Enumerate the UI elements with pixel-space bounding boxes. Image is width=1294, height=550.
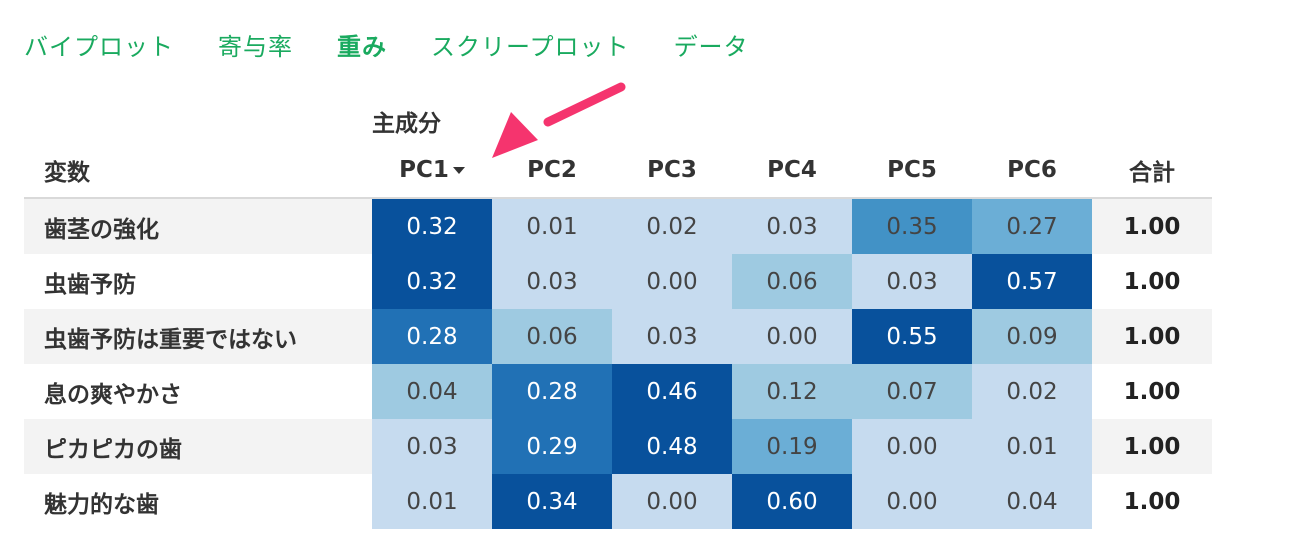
principal-component-group-header: 主成分 bbox=[372, 111, 441, 137]
sort-descending-icon bbox=[452, 166, 465, 174]
total-cell: 1.00 bbox=[1092, 419, 1212, 474]
weight-cell-pc2: 0.29 bbox=[492, 419, 612, 474]
weight-cell-pc3: 0.02 bbox=[612, 198, 732, 254]
total-column-header[interactable]: 合計 bbox=[1092, 142, 1212, 199]
tab-weights[interactable]: 重み bbox=[337, 32, 387, 61]
weight-cell-pc5: 0.55 bbox=[852, 309, 972, 364]
weight-cell-pc6: 0.04 bbox=[972, 474, 1092, 529]
tab-bar: バイプロット 寄与率 重み スクリープロット データ bbox=[24, 24, 793, 64]
column-header-label: PC4 bbox=[767, 156, 817, 183]
weight-cell-pc4: 0.12 bbox=[732, 364, 852, 419]
column-header-label: PC6 bbox=[1007, 156, 1057, 183]
weight-cell-pc2: 0.28 bbox=[492, 364, 612, 419]
table-row: 虫歯予防は重要ではない 0.28 0.06 0.03 0.00 0.55 0.09 1.00 bbox=[24, 309, 1212, 364]
weight-cell-pc2: 0.01 bbox=[492, 198, 612, 254]
table-row: 魅力的な歯 0.01 0.34 0.00 0.60 0.00 0.04 1.00 bbox=[24, 474, 1212, 529]
weight-cell-pc1: 0.03 bbox=[372, 419, 492, 474]
header-row: 変数 PC1 PC2 PC3 PC4 PC5 PC6 合計 bbox=[24, 142, 1212, 199]
total-cell: 1.00 bbox=[1123, 268, 1181, 295]
total-cell: 1.00 bbox=[1092, 309, 1212, 364]
weight-cell-pc1: 0.28 bbox=[372, 309, 492, 364]
variable-name: 魅力的な歯 bbox=[44, 491, 159, 518]
column-header-pc2[interactable]: PC2 bbox=[492, 142, 612, 199]
total-cell: 1.00 bbox=[1092, 198, 1212, 254]
column-header-pc1[interactable]: PC1 bbox=[372, 142, 492, 199]
column-header-label: PC1 bbox=[399, 156, 449, 183]
tab-contribution[interactable]: 寄与率 bbox=[218, 32, 293, 61]
variable-name: 虫歯予防は重要ではない bbox=[24, 309, 372, 364]
weight-cell-pc6: 0.02 bbox=[972, 364, 1092, 419]
weight-cell-pc6: 0.09 bbox=[972, 309, 1092, 364]
column-header-pc3[interactable]: PC3 bbox=[612, 142, 732, 199]
column-header-pc6[interactable]: PC6 bbox=[972, 142, 1092, 199]
weight-cell-pc2: 0.03 bbox=[492, 254, 612, 309]
weight-cell-pc5: 0.00 bbox=[852, 419, 972, 474]
table-body: 歯茎の強化 0.32 0.01 0.02 0.03 0.35 0.27 1.00 虫歯予防 0.3… bbox=[24, 198, 1212, 529]
annotation-arrow-line bbox=[543, 82, 626, 127]
weight-cell-pc1: 0.32 bbox=[372, 254, 492, 309]
weight-cell-pc3: 0.48 bbox=[612, 419, 732, 474]
column-header-pc4[interactable]: PC4 bbox=[732, 142, 852, 199]
total-cell: 1.00 bbox=[1123, 378, 1181, 405]
weight-cell-pc6: 0.57 bbox=[972, 254, 1092, 309]
tab-data[interactable]: データ bbox=[673, 32, 749, 61]
weight-cell-pc2: 0.34 bbox=[492, 474, 612, 529]
weight-cell-pc3: 0.03 bbox=[612, 309, 732, 364]
weight-cell-pc5: 0.07 bbox=[852, 364, 972, 419]
weight-cell-pc1: 0.04 bbox=[372, 364, 492, 419]
table-row: ピカピカの歯 0.03 0.29 0.48 0.19 0.00 0.01 1.00 bbox=[24, 419, 1212, 474]
table-row: 虫歯予防 0.32 0.03 0.00 0.06 0.03 0.57 1.00 bbox=[24, 254, 1212, 309]
weight-cell-pc6: 0.27 bbox=[972, 198, 1092, 254]
weights-table: 変数 PC1 PC2 PC3 PC4 PC5 PC6 合計 歯茎の強化 0.32 0… bbox=[24, 142, 1212, 529]
total-cell: 1.00 bbox=[1123, 488, 1181, 515]
column-header-label: PC3 bbox=[647, 156, 697, 183]
weight-cell-pc3: 0.00 bbox=[612, 474, 732, 529]
tab-biplot[interactable]: バイプロット bbox=[24, 32, 174, 61]
weight-cell-pc5: 0.00 bbox=[852, 474, 972, 529]
weight-cell-pc5: 0.35 bbox=[852, 198, 972, 254]
column-header-label: PC2 bbox=[527, 156, 577, 183]
weight-cell-pc6: 0.01 bbox=[972, 419, 1092, 474]
weight-cell-pc3: 0.00 bbox=[612, 254, 732, 309]
weight-cell-pc4: 0.06 bbox=[732, 254, 852, 309]
variable-column-header: 変数 bbox=[24, 142, 372, 199]
variable-name: 虫歯予防 bbox=[44, 271, 136, 298]
weight-cell-pc1: 0.32 bbox=[372, 198, 492, 254]
weight-cell-pc4: 0.00 bbox=[732, 309, 852, 364]
variable-name: 歯茎の強化 bbox=[24, 198, 372, 254]
weight-cell-pc5: 0.03 bbox=[852, 254, 972, 309]
weight-cell-pc4: 0.60 bbox=[732, 474, 852, 529]
weight-cell-pc3: 0.46 bbox=[612, 364, 732, 419]
column-header-pc5[interactable]: PC5 bbox=[852, 142, 972, 199]
weight-cell-pc4: 0.19 bbox=[732, 419, 852, 474]
weight-cell-pc4: 0.03 bbox=[732, 198, 852, 254]
table-row: 息の爽やかさ 0.04 0.28 0.46 0.12 0.07 0.02 1.00 bbox=[24, 364, 1212, 419]
variable-name: 息の爽やかさ bbox=[44, 381, 182, 408]
tab-scree-plot[interactable]: スクリープロット bbox=[431, 32, 630, 61]
variable-name: ピカピカの歯 bbox=[24, 419, 372, 474]
column-header-label: PC5 bbox=[887, 156, 937, 183]
weight-cell-pc1: 0.01 bbox=[372, 474, 492, 529]
weight-cell-pc2: 0.06 bbox=[492, 309, 612, 364]
table-row: 歯茎の強化 0.32 0.01 0.02 0.03 0.35 0.27 1.00 bbox=[24, 198, 1212, 254]
